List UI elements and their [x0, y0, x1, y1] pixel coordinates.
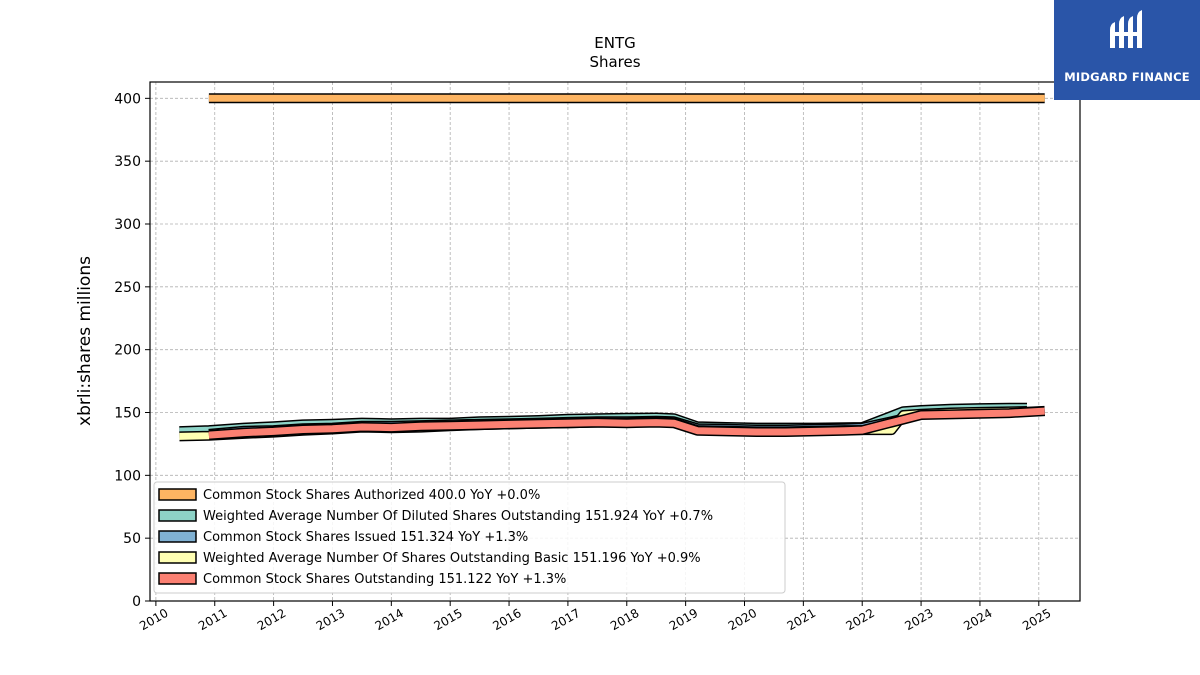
legend-label: Weighted Average Number Of Diluted Share… — [203, 509, 713, 524]
x-tick-label: 2017 — [549, 606, 582, 633]
y-tick-label: 100 — [114, 468, 141, 484]
x-tick-label: 2013 — [314, 606, 347, 633]
x-tick-label: 2015 — [431, 606, 464, 633]
legend-swatch — [158, 530, 197, 543]
series-layer — [179, 93, 1045, 442]
logo-text: MIDGARD FINANCE — [1064, 70, 1190, 84]
y-tick-label: 300 — [114, 217, 141, 233]
x-tick-label: 2018 — [608, 606, 641, 633]
y-axis-label: xbrli:shares millions — [75, 256, 95, 426]
y-tick-label: 400 — [114, 91, 141, 107]
x-tick-label: 2011 — [196, 606, 229, 633]
legend-swatch — [158, 551, 197, 564]
y-tick-label: 350 — [114, 154, 141, 170]
legend-label: Common Stock Shares Outstanding 151.122 … — [203, 572, 566, 587]
logo-mark-icon — [1110, 10, 1142, 48]
series-line — [208, 407, 1045, 439]
y-tick-label: 0 — [132, 594, 141, 610]
y-tick-label: 250 — [114, 280, 141, 296]
y-tick-label: 200 — [114, 343, 141, 359]
legend: Common Stock Shares Authorized 400.0 YoY… — [153, 481, 786, 594]
x-tick-label: 2010 — [137, 606, 170, 633]
y-tick-label: 50 — [123, 531, 141, 547]
x-tick-label: 2016 — [490, 606, 523, 633]
legend-swatch — [158, 488, 197, 501]
plot-frame — [149, 81, 1081, 602]
x-tick-label: 2023 — [902, 606, 935, 633]
x-tick-label: 2014 — [373, 606, 406, 633]
chart-title: ENTG — [594, 34, 635, 52]
legend-label: Common Stock Shares Authorized 400.0 YoY… — [203, 488, 540, 503]
legend-label: Weighted Average Number Of Shares Outsta… — [203, 551, 701, 566]
legend-label: Common Stock Shares Issued 151.324 YoY +… — [203, 530, 528, 545]
midgard-finance-logo: MIDGARD FINANCE — [1054, 0, 1200, 100]
x-tick-label: 2019 — [667, 606, 700, 633]
x-tick-label: 2022 — [843, 606, 876, 633]
chart-subtitle: Shares — [589, 53, 640, 71]
x-tick-label: 2021 — [785, 606, 818, 633]
legend-swatch — [158, 509, 197, 522]
x-tick-label: 2020 — [726, 606, 759, 633]
x-tick-label: 2012 — [255, 606, 288, 633]
legend-swatch — [158, 572, 197, 585]
legend-box — [153, 481, 786, 594]
y-tick-label: 150 — [114, 406, 141, 422]
x-tick-label: 2024 — [961, 606, 994, 633]
legend-items: Common Stock Shares Authorized 400.0 YoY… — [158, 488, 713, 587]
x-tick-label: 2025 — [1020, 606, 1053, 633]
